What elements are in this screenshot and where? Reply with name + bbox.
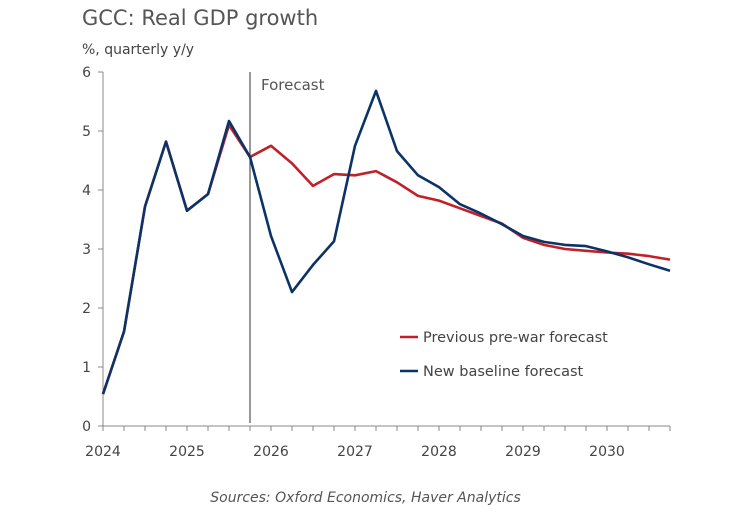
y-tick-label: 3 bbox=[82, 242, 91, 258]
y-tick-label: 4 bbox=[82, 183, 91, 199]
x-tick-label: 2024 bbox=[85, 444, 121, 460]
x-tick-label: 2030 bbox=[589, 444, 625, 460]
x-tick-label: 2027 bbox=[337, 444, 373, 460]
source-note: Sources: Oxford Economics, Haver Analyti… bbox=[210, 490, 521, 506]
series-line-previous bbox=[101, 123, 671, 395]
y-tick-label: 6 bbox=[82, 65, 91, 81]
y-tick-label: 0 bbox=[82, 419, 91, 435]
legend-label: Previous pre-war forecast bbox=[423, 330, 608, 346]
y-tick-label: 1 bbox=[82, 360, 91, 376]
x-tick-label: 2026 bbox=[253, 444, 289, 460]
y-tick-label: 2 bbox=[82, 301, 91, 317]
x-tick-label: 2028 bbox=[421, 444, 457, 460]
x-tick-label: 2025 bbox=[169, 444, 205, 460]
series-line-baseline bbox=[101, 89, 671, 395]
legend-label: New baseline forecast bbox=[423, 364, 584, 380]
x-tick-label: 2029 bbox=[505, 444, 541, 460]
y-tick-label: 5 bbox=[82, 124, 91, 140]
chart-title: GCC: Real GDP growth bbox=[82, 6, 319, 30]
forecast-annotation: Forecast bbox=[261, 76, 325, 94]
y-axis-label: %, quarterly y/y bbox=[82, 42, 195, 58]
